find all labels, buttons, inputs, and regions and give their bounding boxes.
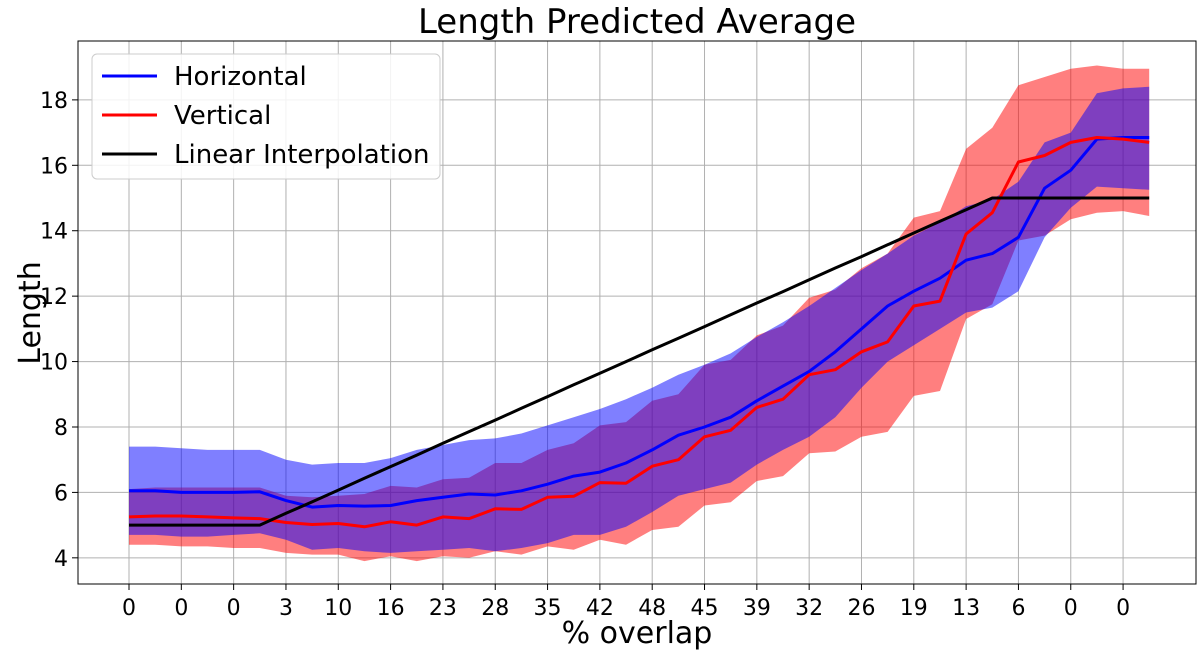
y-tick-label: 16 <box>40 154 68 179</box>
series-line-horizontal <box>129 136 1150 509</box>
x-tick-label: 32 <box>795 596 823 621</box>
x-tick-label: 48 <box>638 596 666 621</box>
y-tick-label: 6 <box>54 481 68 506</box>
x-tick-label: 0 <box>227 596 241 621</box>
x-tick-label: 6 <box>1011 596 1025 621</box>
legend-box <box>91 53 441 180</box>
confidence-bands <box>129 65 1150 562</box>
y-tick-label: 4 <box>54 547 68 572</box>
plot-frame <box>77 40 1197 585</box>
y-tick-label: 18 <box>40 89 68 114</box>
chart-title: Length Predicted Average <box>418 2 856 42</box>
x-tick-label: 0 <box>1116 596 1130 621</box>
x-tick-label: 35 <box>534 596 562 621</box>
x-tick-label: 28 <box>481 596 509 621</box>
x-tick-label: 3 <box>279 596 293 621</box>
y-tick-label: 10 <box>40 351 68 376</box>
x-tick-label: 23 <box>429 596 457 621</box>
x-tick-label: 0 <box>174 596 188 621</box>
x-tick-label: 42 <box>586 596 614 621</box>
band-horizontal <box>129 86 1150 553</box>
x-axis-label: % overlap <box>562 616 713 651</box>
series-line-linear-interpolation <box>129 196 1150 527</box>
legend-label: Linear Interpolation <box>174 140 429 170</box>
legend-label: Vertical <box>174 101 271 131</box>
x-tick-label: 39 <box>743 596 771 621</box>
y-ticks: 4 6 8 10 12 14 16 18 <box>40 89 78 572</box>
x-ticks: 0 0 0 3 10 16 23 28 35 42 48 45 39 32 26 19 13 6 0 0 <box>122 584 1130 621</box>
x-tick-label: 45 <box>691 596 719 621</box>
y-tick-label: 12 <box>40 285 68 310</box>
y-axis-label: Length <box>13 261 48 364</box>
x-tick-label: 16 <box>377 596 405 621</box>
x-tick-label: 13 <box>952 596 980 621</box>
legend: Horizontal Vertical Linear Interpolation <box>91 53 441 180</box>
x-tick-label: 0 <box>122 596 136 621</box>
x-tick-label: 26 <box>847 596 875 621</box>
series-line-vertical <box>128 136 1150 529</box>
x-tick-label: 19 <box>900 596 928 621</box>
x-tick-label: 10 <box>324 596 352 621</box>
series-lines <box>128 136 1150 529</box>
y-tick-label: 14 <box>40 220 68 245</box>
y-tick-label: 8 <box>54 416 68 441</box>
legend-label: Horizontal <box>174 62 307 92</box>
x-tick-label: 0 <box>1064 596 1078 621</box>
